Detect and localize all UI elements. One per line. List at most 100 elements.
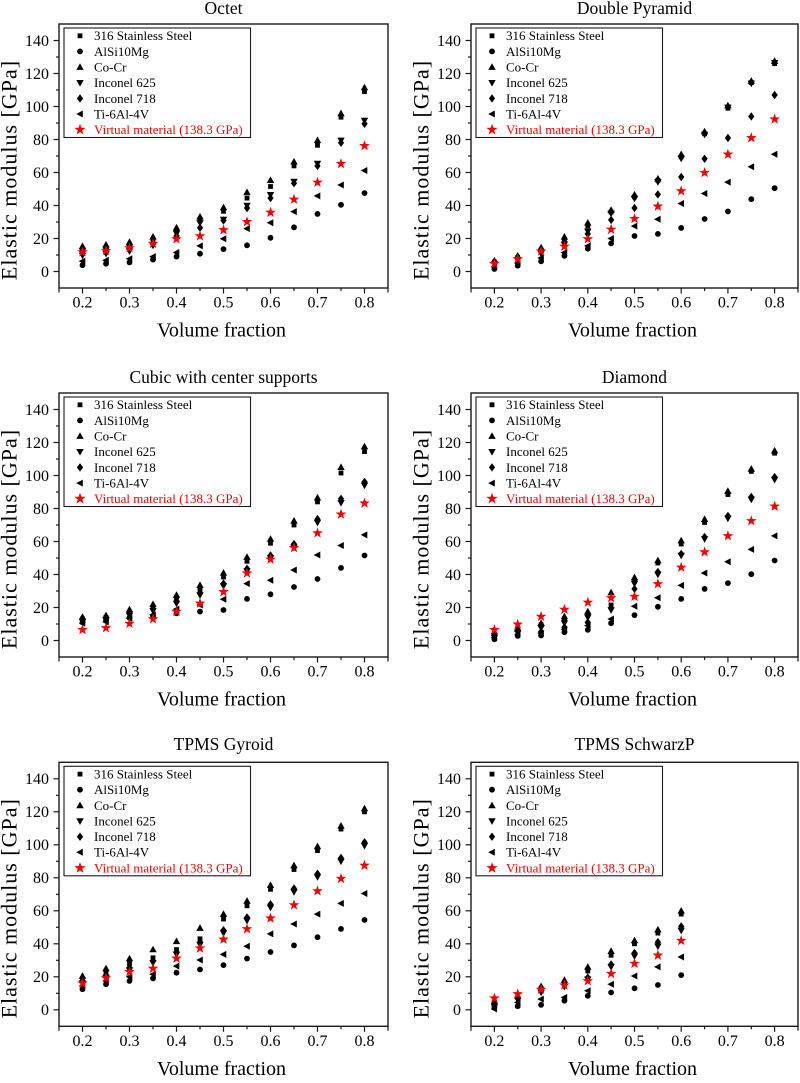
svg-text:80: 80 [33,501,49,518]
svg-text:AlSi10Mg: AlSi10Mg [94,782,149,797]
svg-text:Ti-6Al-4V: Ti-6Al-4V [94,107,150,122]
svg-text:Elastic modulus [GPa]: Elastic modulus [GPa] [409,429,434,649]
svg-text:Virtual material (138.3 GPa): Virtual material (138.3 GPa) [94,860,243,875]
svg-text:316 Stainless Steel: 316 Stainless Steel [94,767,193,782]
svg-text:100: 100 [437,468,461,485]
svg-text:TPMS SchwarzP: TPMS SchwarzP [574,734,694,754]
svg-text:Inconel 625: Inconel 625 [94,813,156,828]
svg-text:100: 100 [25,837,49,854]
svg-text:60: 60 [445,903,461,920]
svg-text:0.8: 0.8 [355,295,375,312]
svg-text:140: 140 [437,771,461,788]
svg-text:0.5: 0.5 [214,295,234,312]
svg-text:0.6: 0.6 [261,664,281,681]
svg-text:20: 20 [33,969,49,986]
svg-text:0.7: 0.7 [718,664,738,681]
svg-text:0.5: 0.5 [214,664,234,681]
svg-text:0.8: 0.8 [765,295,785,312]
svg-text:20: 20 [445,231,461,248]
svg-text:20: 20 [33,231,49,248]
svg-text:Elastic modulus [GPa]: Elastic modulus [GPa] [0,429,22,649]
svg-text:0: 0 [453,264,461,281]
svg-text:Volume fraction: Volume fraction [568,320,697,342]
svg-text:60: 60 [445,534,461,551]
svg-text:Inconel 718: Inconel 718 [94,91,156,106]
svg-text:140: 140 [25,402,49,419]
svg-text:0.2: 0.2 [484,1033,504,1050]
svg-text:40: 40 [33,567,49,584]
svg-text:Inconel 718: Inconel 718 [506,91,568,106]
svg-text:40: 40 [33,198,49,215]
svg-text:AlSi10Mg: AlSi10Mg [94,44,149,59]
svg-text:0.5: 0.5 [625,295,645,312]
svg-text:0: 0 [453,1002,461,1019]
svg-text:Ti-6Al-4V: Ti-6Al-4V [506,107,562,122]
svg-text:0.5: 0.5 [214,1033,234,1050]
svg-text:0.2: 0.2 [484,295,504,312]
svg-text:Ti-6Al-4V: Ti-6Al-4V [506,475,562,490]
svg-text:AlSi10Mg: AlSi10Mg [506,782,561,797]
svg-text:Ti-6Al-4V: Ti-6Al-4V [94,845,150,860]
svg-text:Volume fraction: Volume fraction [157,689,286,711]
svg-text:Elastic modulus [GPa]: Elastic modulus [GPa] [0,798,22,1018]
svg-text:Volume fraction: Volume fraction [568,689,697,711]
svg-text:100: 100 [437,99,461,116]
svg-text:Double Pyramid: Double Pyramid [577,0,692,18]
svg-text:0: 0 [453,633,461,650]
svg-text:20: 20 [445,600,461,617]
svg-text:0.8: 0.8 [765,1033,785,1050]
svg-text:0.4: 0.4 [578,664,598,681]
svg-text:0.6: 0.6 [671,664,691,681]
svg-text:0.2: 0.2 [73,1033,93,1050]
svg-text:Inconel 625: Inconel 625 [506,444,568,459]
svg-text:Co-Cr: Co-Cr [506,60,539,75]
svg-text:140: 140 [437,33,461,50]
svg-text:80: 80 [33,132,49,149]
svg-text:Ti-6Al-4V: Ti-6Al-4V [94,475,150,490]
svg-text:0.8: 0.8 [355,664,375,681]
svg-text:0.5: 0.5 [625,1033,645,1050]
svg-text:140: 140 [437,402,461,419]
svg-text:60: 60 [33,534,49,551]
svg-text:0.4: 0.4 [578,1033,598,1050]
svg-text:0: 0 [41,633,49,650]
svg-text:0.6: 0.6 [671,1033,691,1050]
svg-text:316 Stainless Steel: 316 Stainless Steel [506,28,605,43]
svg-text:40: 40 [445,198,461,215]
svg-text:60: 60 [33,903,49,920]
svg-text:0.7: 0.7 [308,1033,328,1050]
svg-text:0.8: 0.8 [355,1033,375,1050]
svg-text:Elastic modulus [GPa]: Elastic modulus [GPa] [409,798,434,1018]
svg-text:316 Stainless Steel: 316 Stainless Steel [506,397,605,412]
svg-text:0.7: 0.7 [308,664,328,681]
svg-text:20: 20 [445,969,461,986]
svg-text:Co-Cr: Co-Cr [94,429,127,444]
svg-text:120: 120 [437,435,461,452]
svg-text:Inconel 625: Inconel 625 [94,75,156,90]
svg-text:100: 100 [25,468,49,485]
svg-text:0.7: 0.7 [308,295,328,312]
svg-text:120: 120 [437,804,461,821]
svg-text:0.4: 0.4 [167,295,187,312]
svg-text:Inconel 718: Inconel 718 [94,829,156,844]
svg-text:80: 80 [33,870,49,887]
svg-text:40: 40 [445,567,461,584]
svg-text:Inconel 718: Inconel 718 [506,829,568,844]
svg-text:0.3: 0.3 [531,295,551,312]
svg-text:TPMS Gyroid: TPMS Gyroid [174,734,274,754]
svg-text:0.2: 0.2 [484,664,504,681]
svg-text:0.4: 0.4 [578,295,598,312]
svg-text:0.3: 0.3 [120,1033,140,1050]
svg-text:AlSi10Mg: AlSi10Mg [94,413,149,428]
svg-text:Volume fraction: Volume fraction [157,1058,286,1078]
svg-text:Virtual material (138.3 GPa): Virtual material (138.3 GPa) [506,491,655,506]
svg-text:0.3: 0.3 [120,664,140,681]
svg-text:0.6: 0.6 [671,295,691,312]
svg-text:Inconel 718: Inconel 718 [94,460,156,475]
svg-text:Co-Cr: Co-Cr [94,60,127,75]
svg-text:Volume fraction: Volume fraction [157,320,286,342]
svg-text:0.6: 0.6 [261,295,281,312]
svg-text:316 Stainless Steel: 316 Stainless Steel [94,28,193,43]
svg-text:Virtual material (138.3 GPa): Virtual material (138.3 GPa) [94,122,243,137]
svg-text:Virtual material (138.3 GPa): Virtual material (138.3 GPa) [506,860,655,875]
